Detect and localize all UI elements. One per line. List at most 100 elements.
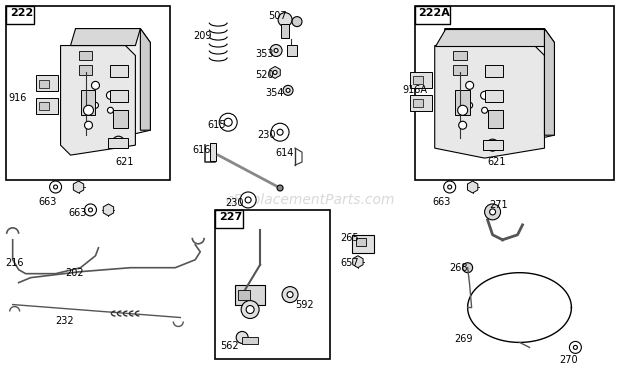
Bar [110, 65, 128, 77]
Circle shape [107, 107, 113, 113]
Bar [415, 6, 614, 180]
Bar [38, 102, 48, 110]
Text: 663: 663 [433, 197, 451, 207]
Circle shape [569, 341, 582, 353]
Text: 222: 222 [10, 8, 33, 17]
Text: 268: 268 [450, 263, 468, 273]
Bar [410, 73, 432, 89]
Circle shape [283, 86, 293, 95]
Circle shape [84, 105, 94, 115]
Text: 216: 216 [6, 258, 24, 268]
Text: 916A: 916A [403, 85, 428, 95]
Bar [485, 90, 503, 102]
Text: 616: 616 [192, 145, 211, 155]
Circle shape [246, 305, 254, 314]
Circle shape [448, 185, 452, 189]
Text: 592: 592 [295, 299, 314, 310]
Circle shape [107, 92, 115, 99]
Circle shape [287, 292, 293, 298]
Bar [352, 235, 374, 253]
Bar [453, 65, 467, 76]
Text: 271: 271 [490, 200, 508, 210]
Circle shape [490, 209, 495, 215]
Circle shape [84, 121, 92, 129]
Circle shape [241, 301, 259, 318]
Bar [410, 95, 432, 111]
Polygon shape [544, 29, 554, 135]
Text: 232: 232 [56, 315, 74, 326]
Text: 230: 230 [225, 198, 244, 208]
Circle shape [286, 89, 290, 92]
Bar [210, 143, 216, 161]
Circle shape [50, 181, 61, 193]
Bar [281, 23, 289, 38]
Bar [235, 285, 265, 305]
Circle shape [292, 17, 302, 26]
Circle shape [487, 139, 498, 151]
Polygon shape [76, 29, 151, 145]
Circle shape [273, 70, 277, 74]
Text: 269: 269 [454, 334, 473, 344]
Bar [215, 210, 330, 359]
Text: 916: 916 [9, 93, 27, 103]
Text: 270: 270 [559, 355, 578, 365]
Bar [108, 138, 128, 148]
Circle shape [112, 136, 125, 148]
Bar [413, 76, 423, 84]
Circle shape [219, 113, 237, 131]
Circle shape [282, 286, 298, 302]
Polygon shape [140, 29, 151, 130]
Bar [6, 6, 33, 23]
Bar [413, 99, 423, 107]
Bar [242, 337, 258, 344]
Circle shape [245, 197, 251, 203]
Circle shape [458, 105, 467, 115]
Circle shape [274, 48, 278, 52]
Circle shape [480, 92, 489, 99]
Bar [415, 6, 450, 23]
Bar [79, 51, 92, 61]
Polygon shape [445, 29, 554, 148]
Circle shape [278, 13, 292, 26]
Circle shape [240, 192, 256, 208]
Circle shape [466, 81, 474, 89]
Circle shape [482, 107, 487, 113]
Text: 520: 520 [255, 70, 274, 80]
Bar [215, 210, 243, 228]
Text: 209: 209 [193, 31, 212, 41]
Circle shape [92, 102, 99, 108]
Text: 222A: 222A [418, 8, 450, 17]
Text: eReplacementParts.com: eReplacementParts.com [225, 193, 395, 207]
Bar [482, 140, 503, 150]
Bar [110, 90, 128, 102]
Bar [35, 98, 58, 114]
Text: 230: 230 [257, 130, 276, 140]
Circle shape [574, 346, 577, 349]
Text: 614: 614 [275, 148, 293, 158]
Bar [356, 238, 366, 246]
Bar [454, 90, 469, 115]
Circle shape [270, 45, 282, 57]
Circle shape [277, 129, 283, 135]
Bar [79, 65, 92, 76]
Text: 265: 265 [340, 233, 358, 243]
Circle shape [459, 121, 467, 129]
Text: 227: 227 [219, 212, 242, 222]
Text: 615: 615 [207, 120, 226, 130]
Text: 663: 663 [69, 208, 87, 218]
Text: 354: 354 [265, 89, 283, 98]
Text: 663: 663 [38, 197, 57, 207]
Circle shape [485, 204, 500, 220]
Bar [485, 65, 503, 77]
Polygon shape [435, 29, 544, 45]
Circle shape [92, 81, 99, 89]
Bar [487, 110, 503, 128]
Bar [113, 110, 128, 128]
Circle shape [84, 204, 97, 216]
Circle shape [271, 123, 289, 141]
Text: 562: 562 [220, 341, 239, 352]
Bar [35, 76, 58, 92]
Text: 202: 202 [66, 268, 84, 278]
Circle shape [89, 208, 92, 212]
Bar [38, 80, 48, 89]
